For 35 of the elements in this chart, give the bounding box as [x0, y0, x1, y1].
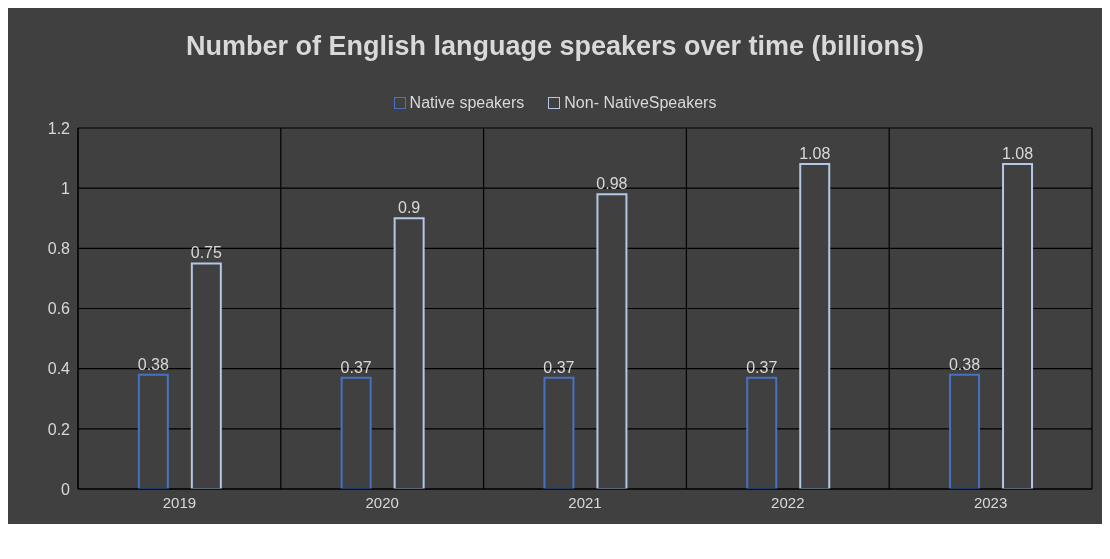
bar — [746, 376, 778, 489]
data-label: 0.37 — [543, 358, 575, 376]
bar — [340, 376, 372, 489]
x-tick-label: 2022 — [771, 493, 805, 511]
chart-title: Number of English language speakers over time (billions) — [184, 30, 926, 63]
data-label: 0.75 — [190, 244, 223, 262]
y-tick-label: 0.4 — [47, 360, 71, 378]
data-label: 0.37 — [746, 358, 778, 376]
legend-label: Non- NativeSpeakers — [564, 93, 717, 112]
y-tick-label: 0 — [61, 480, 71, 498]
bar — [949, 373, 981, 489]
bar — [1002, 162, 1034, 489]
y-tick-label: 0.6 — [47, 299, 71, 317]
x-tick-label: 2019 — [162, 493, 197, 511]
bar — [190, 262, 222, 489]
x-tick-label: 2023 — [973, 493, 1008, 511]
data-label: 0.38 — [948, 355, 981, 373]
data-label: 0.9 — [398, 199, 421, 217]
x-tick-label: 2020 — [365, 493, 399, 511]
data-label: 0.38 — [137, 355, 170, 373]
y-tick-label: 0.8 — [47, 239, 71, 257]
bar — [596, 192, 628, 489]
bar — [543, 376, 575, 489]
data-label: 1.08 — [1001, 144, 1034, 162]
x-tick-label: 2021 — [568, 493, 602, 511]
bar — [137, 373, 169, 489]
legend-label: Native speakers — [409, 93, 525, 112]
y-tick-label: 1 — [61, 179, 71, 197]
data-label: 1.08 — [799, 144, 831, 162]
y-tick-label: 0.2 — [47, 420, 71, 438]
bar — [799, 162, 831, 489]
bar — [393, 217, 425, 489]
y-tick-label: 1.2 — [47, 119, 71, 137]
data-label: 0.37 — [340, 358, 372, 376]
data-label: 0.98 — [596, 174, 628, 192]
